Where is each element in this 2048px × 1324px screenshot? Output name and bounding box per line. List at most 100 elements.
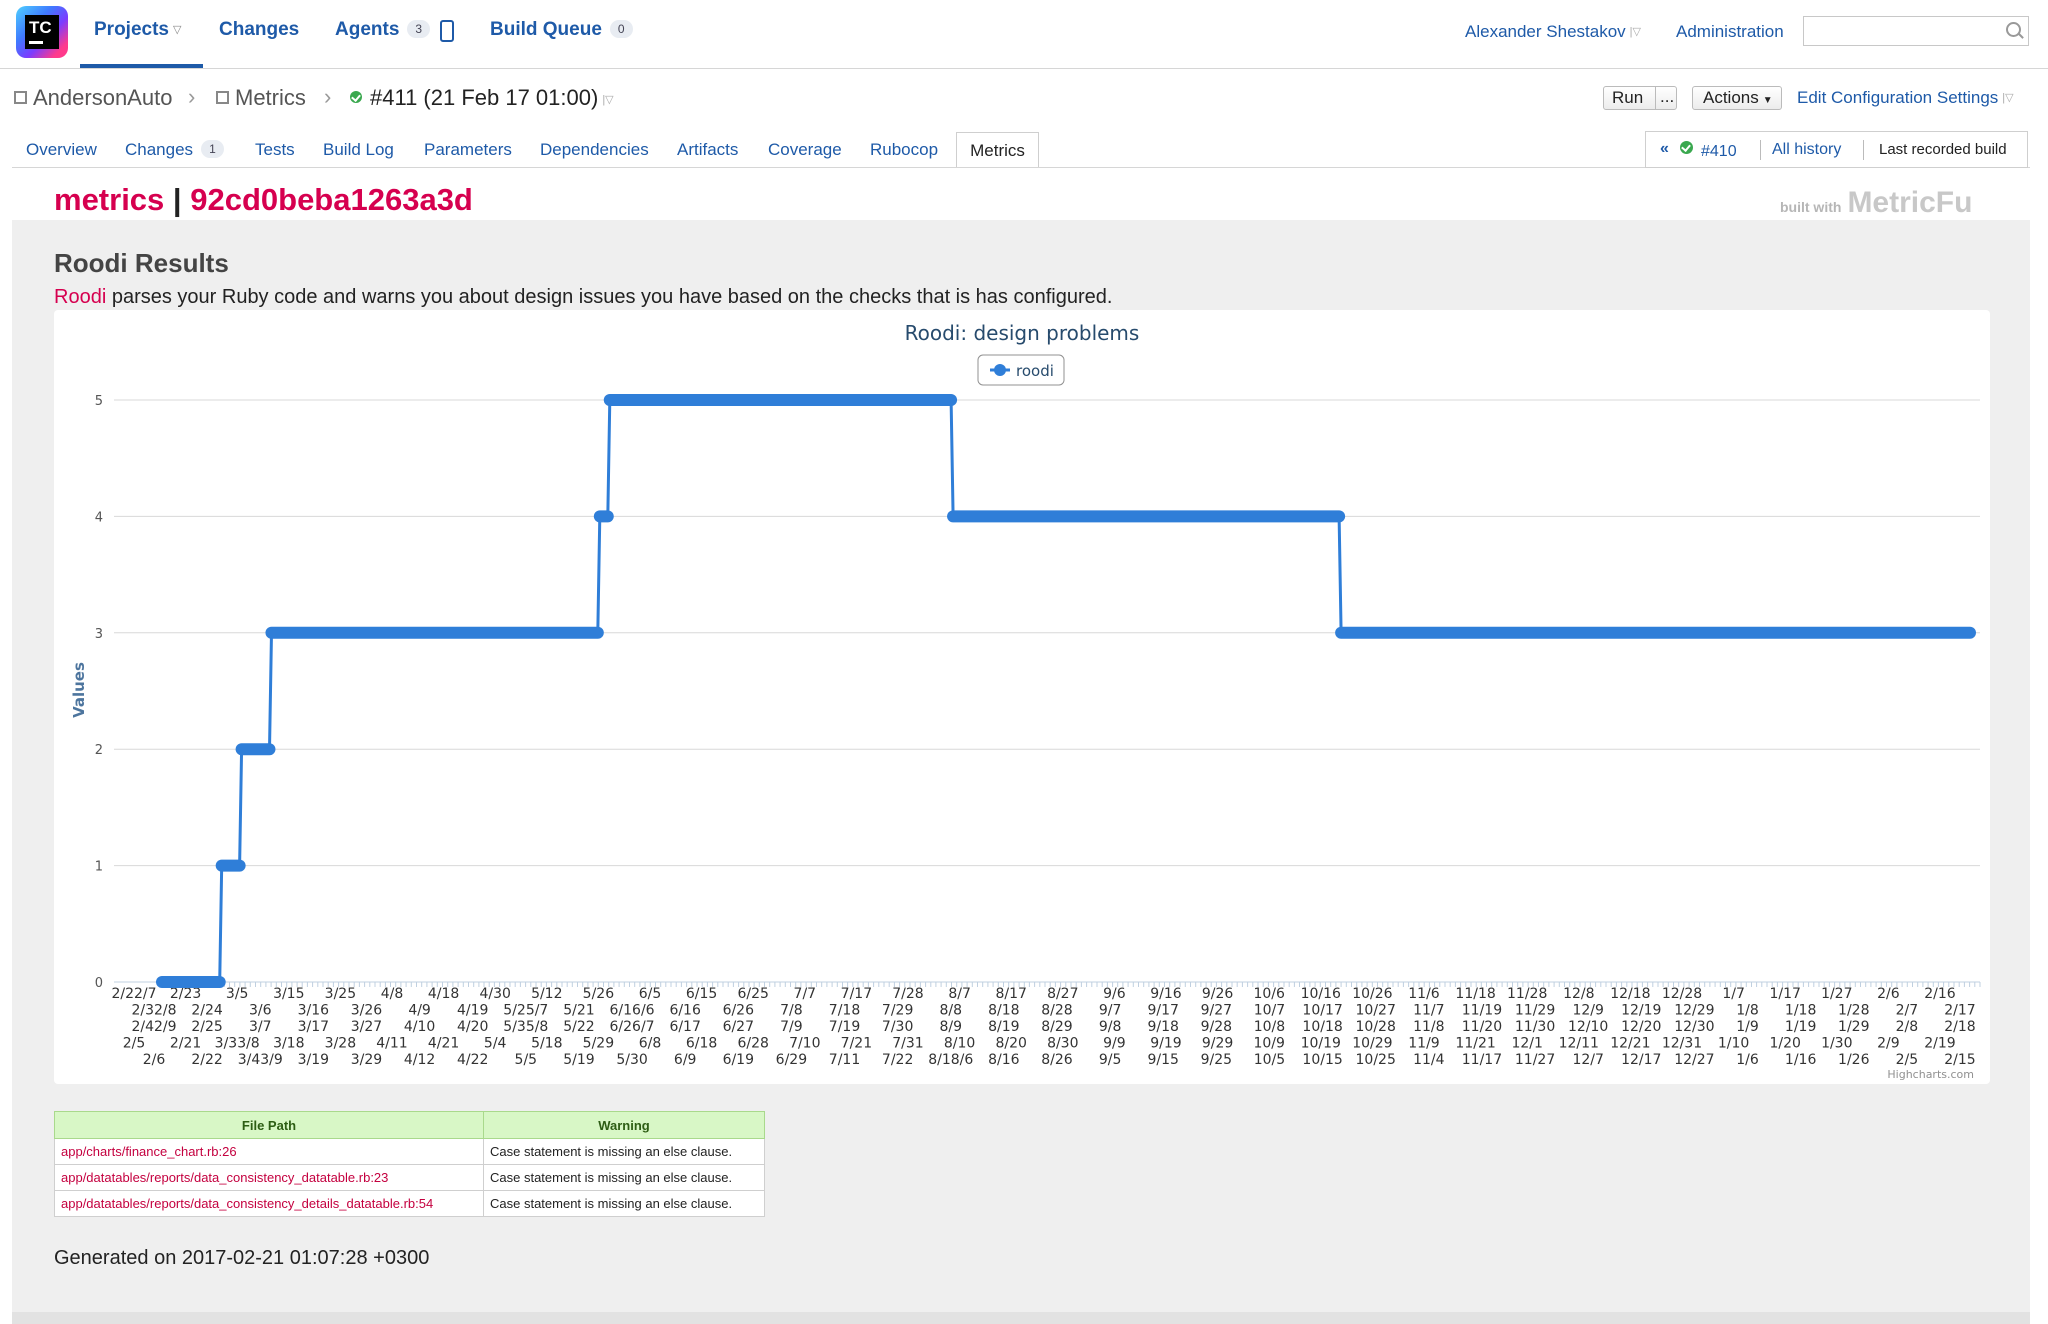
x-tick-label: 2/9 <box>1877 1036 1900 1052</box>
x-tick-label: 12/11 <box>1559 1036 1599 1052</box>
breadcrumb-separator-icon: › <box>188 84 196 109</box>
x-tick-label: 7/17 <box>841 986 872 1002</box>
x-tick-label: 1/16 <box>1785 1052 1817 1068</box>
highcharts-credit[interactable]: Highcharts.com <box>1887 1068 1974 1081</box>
administration-link[interactable]: Administration <box>1676 22 1784 41</box>
x-tick-label: 5/26 <box>583 986 615 1002</box>
x-tick-label: 9/19 <box>1150 1036 1181 1052</box>
tab-build-log[interactable]: Build Log <box>323 140 394 159</box>
section-description: Roodi parses your Ruby code and warns yo… <box>54 286 1112 309</box>
series-point-band[interactable] <box>156 976 226 988</box>
x-tick-label: 7/8 <box>780 1003 803 1019</box>
x-tick-label: 5/5 <box>515 1052 538 1068</box>
search-input[interactable] <box>1803 16 2029 46</box>
run-button[interactable]: Run ... <box>1603 86 1677 110</box>
tab-coverage[interactable]: Coverage <box>768 140 842 159</box>
x-tick-label: 2/19 <box>1924 1036 1955 1052</box>
series-point-band[interactable] <box>235 743 276 756</box>
file-path-cell[interactable]: app/charts/finance_chart.rb:26 <box>54 1138 484 1165</box>
search-icon[interactable] <box>2006 22 2021 37</box>
x-tick-label: 9/6 <box>1103 986 1126 1002</box>
x-tick-label: 5/12 <box>531 986 562 1002</box>
x-tick-label: 11/4 <box>1413 1052 1445 1068</box>
series-point-band[interactable] <box>947 510 1346 523</box>
all-history-link[interactable]: All history <box>1772 141 1842 158</box>
breadcrumb-separator-icon: › <box>324 84 332 109</box>
project-icon <box>14 91 27 104</box>
tab-metrics[interactable]: Metrics <box>956 132 1039 168</box>
x-tick-label: 6/8 <box>639 1036 662 1052</box>
x-tick-label: 11/7 <box>1413 1003 1444 1019</box>
x-tick-label: 8/27 <box>1047 986 1078 1002</box>
x-tick-label: 6/17 <box>669 1019 700 1035</box>
chevron-down-icon[interactable]: |▽ <box>1629 26 1641 38</box>
x-tick-label: 9/25 <box>1201 1052 1232 1068</box>
file-path-cell[interactable]: app/datatables/reports/data_consistency_… <box>54 1190 484 1217</box>
run-custom-button[interactable]: ... <box>1660 87 1675 106</box>
x-tick-label: 9/28 <box>1201 1019 1232 1035</box>
previous-build-arrow-icon[interactable]: « <box>1660 140 1669 157</box>
series-point-band[interactable] <box>603 394 958 406</box>
y-tick-label: 1 <box>95 860 103 875</box>
x-tick-label: 9/15 <box>1148 1052 1179 1068</box>
previous-build-link[interactable]: #410 <box>1680 141 1737 161</box>
agent-device-icon[interactable] <box>440 20 454 42</box>
chevron-down-icon[interactable]: |▽ <box>2002 92 2014 104</box>
teamcity-logo[interactable]: TC <box>16 6 68 58</box>
tab-parameters[interactable]: Parameters <box>424 140 512 159</box>
breadcrumb-build[interactable]: #411 (21 Feb 17 01:00) |▽ <box>350 85 614 111</box>
x-tick-label: 8/19 <box>988 1019 1019 1035</box>
tab-rubocop[interactable]: Rubocop <box>870 140 939 159</box>
series-point-band[interactable] <box>1335 626 1976 639</box>
x-tick-label: 11/30 <box>1515 1019 1555 1035</box>
actions-dropdown[interactable]: Actions ▼ <box>1692 86 1782 110</box>
x-tick-label: 2/24 <box>191 1003 223 1019</box>
tab-dependencies[interactable]: Dependencies <box>540 140 649 159</box>
user-menu[interactable]: Alexander Shestakov |▽ <box>1465 22 1641 42</box>
tab-overview[interactable]: Overview <box>26 140 97 159</box>
x-tick-label: 5/25/7 <box>503 1003 548 1019</box>
tab-artifacts[interactable]: Artifacts <box>677 140 739 159</box>
x-tick-label: 1/19 <box>1785 1019 1816 1035</box>
x-tick-label: 5/21 <box>563 1003 594 1019</box>
x-tick-label: 1/7 <box>1722 986 1745 1002</box>
x-tick-label: 12/30 <box>1674 1019 1714 1035</box>
series-point-band[interactable] <box>265 626 604 639</box>
x-tick-label: 11/28 <box>1507 986 1547 1002</box>
report-title: metrics | 92cd0beba1263a3d <box>54 182 473 218</box>
x-tick-label: 3/19 <box>298 1052 329 1068</box>
nav-changes[interactable]: Changes <box>219 19 299 41</box>
x-tick-label: 12/31 <box>1662 1036 1702 1052</box>
nav-agents[interactable]: Agents 3 <box>335 19 431 41</box>
x-tick-label: 11/9 <box>1408 1036 1439 1052</box>
nav-projects[interactable]: Projects ▽ <box>94 19 181 41</box>
x-tick-label: 10/16 <box>1301 986 1341 1002</box>
chart-legend[interactable]: roodi <box>977 354 1065 386</box>
series-line-roodi[interactable] <box>162 398 1970 984</box>
x-tick-label: 5/29 <box>583 1036 614 1052</box>
x-tick-label: 3/17 <box>298 1019 329 1035</box>
x-tick-label: 3/33/8 <box>215 1036 260 1052</box>
x-tick-label: 10/18 <box>1302 1019 1342 1035</box>
breadcrumb-config[interactable]: Metrics <box>216 85 306 111</box>
x-tick-label: 4/10 <box>404 1019 435 1035</box>
x-tick-label: 9/5 <box>1099 1052 1122 1068</box>
x-tick-label: 3/28 <box>325 1036 356 1052</box>
series-point-band[interactable] <box>593 510 614 523</box>
tab-changes[interactable]: Changes 1 <box>125 140 224 160</box>
nav-build-queue[interactable]: Build Queue 0 <box>490 19 633 41</box>
tab-tests[interactable]: Tests <box>255 140 295 159</box>
chevron-down-icon[interactable]: ▽ <box>172 24 182 36</box>
chevron-down-icon[interactable]: |▽ <box>602 94 614 106</box>
series-point-band[interactable] <box>215 859 246 872</box>
edit-configuration-link[interactable]: Edit Configuration Settings |▽ <box>1797 88 2014 108</box>
generated-timestamp: Generated on 2017-02-21 01:07:28 +0300 <box>54 1247 430 1269</box>
x-tick-label: 2/15 <box>1944 1052 1975 1068</box>
x-tick-label: 2/16 <box>1924 986 1956 1002</box>
user-name: Alexander Shestakov <box>1465 22 1626 41</box>
column-header-file-path: File Path <box>54 1111 484 1139</box>
roodi-link[interactable]: Roodi <box>54 286 107 308</box>
breadcrumb-project[interactable]: AndersonAuto <box>14 85 172 111</box>
x-tick-label: 7/28 <box>892 986 923 1002</box>
file-path-cell[interactable]: app/datatables/reports/data_consistency_… <box>54 1164 484 1191</box>
